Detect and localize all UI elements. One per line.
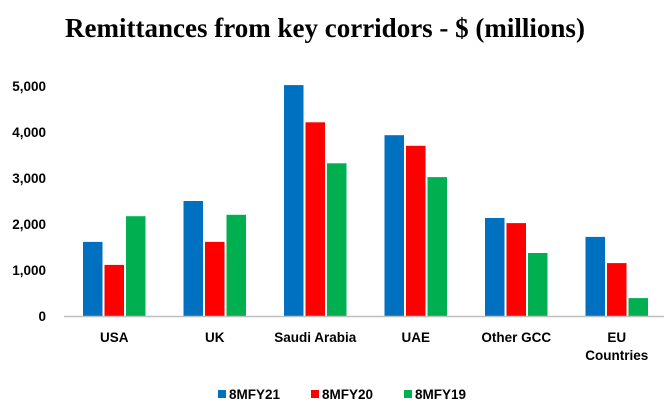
bar-8mfy21-saudi-arabia xyxy=(284,85,304,316)
bar-8mfy21-other-gcc xyxy=(485,218,505,316)
x-category-label: Saudi Arabia xyxy=(274,330,357,345)
x-category-label: USA xyxy=(100,330,129,345)
legend-label-8mfy20: 8MFY20 xyxy=(322,387,373,402)
y-tick-label: 1,000 xyxy=(12,263,46,278)
x-category-label: Countries xyxy=(585,348,648,363)
bar-8mfy20-uk xyxy=(205,241,225,316)
bar-8mfy19-uk xyxy=(226,214,246,316)
bar-8mfy21-eu-countries xyxy=(585,236,605,316)
y-tick-label: 4,000 xyxy=(12,125,46,140)
legend-label-8mfy19: 8MFY19 xyxy=(415,387,466,402)
bar-8mfy20-eu-countries xyxy=(607,263,627,316)
legend-label-8mfy21: 8MFY21 xyxy=(229,387,281,402)
bar-8mfy20-usa xyxy=(104,264,124,316)
x-axis: USA UK Saudi Arabia UAE Other GCC EU Countries xyxy=(64,315,664,363)
bar-8mfy20-saudi-arabia xyxy=(305,122,325,316)
y-tick-label: 2,000 xyxy=(12,217,46,232)
bar-8mfy20-uae xyxy=(406,145,426,316)
bars-group xyxy=(83,85,648,316)
bar-8mfy19-eu-countries xyxy=(628,298,648,316)
x-category-label: Other GCC xyxy=(481,330,551,345)
x-category-label: UK xyxy=(205,330,225,345)
y-tick-label: 3,000 xyxy=(12,171,46,186)
bar-8mfy20-other-gcc xyxy=(506,223,526,316)
y-axis: 0 1,000 2,000 3,000 4,000 5,000 xyxy=(12,79,46,324)
bar-8mfy19-saudi-arabia xyxy=(327,163,347,316)
x-category-label: EU xyxy=(607,330,626,345)
bar-8mfy19-uae xyxy=(427,177,447,316)
legend-swatch-8mfy19 xyxy=(404,390,412,398)
bar-8mfy21-usa xyxy=(83,241,103,316)
legend-swatch-8mfy21 xyxy=(218,390,226,398)
bar-8mfy21-uae xyxy=(384,135,404,316)
y-tick-label: 0 xyxy=(38,309,46,324)
bar-8mfy21-uk xyxy=(183,201,203,316)
bar-8mfy19-usa xyxy=(126,216,146,316)
x-category-label: UAE xyxy=(402,330,431,345)
chart-title: Remittances from key corridors - $ (mill… xyxy=(65,13,585,43)
y-tick-label: 5,000 xyxy=(12,79,46,94)
bar-8mfy19-other-gcc xyxy=(528,253,548,316)
legend-swatch-8mfy20 xyxy=(311,390,319,398)
legend: 8MFY21 8MFY20 8MFY19 xyxy=(218,387,466,402)
